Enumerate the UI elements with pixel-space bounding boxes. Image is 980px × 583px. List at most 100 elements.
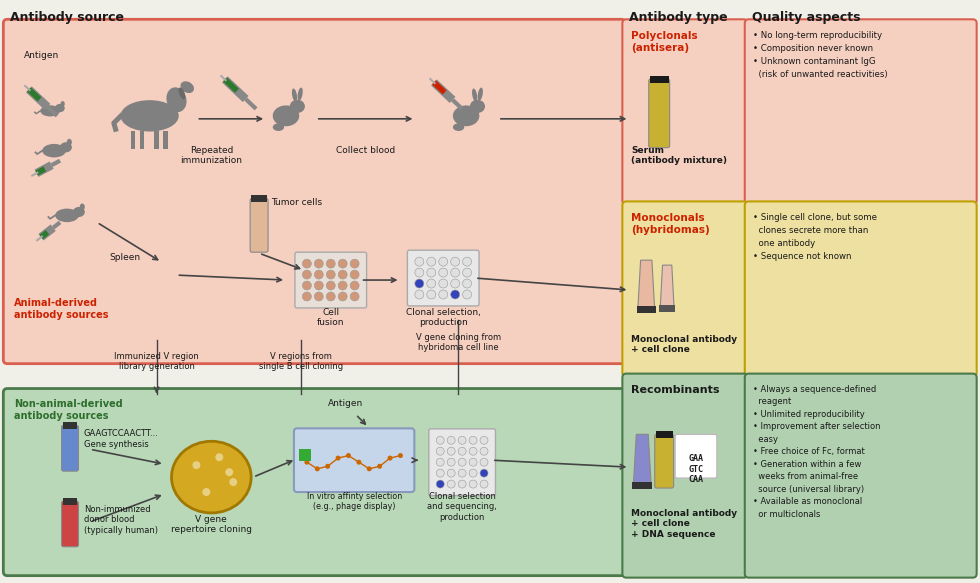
Circle shape [480,458,488,466]
Circle shape [338,281,347,290]
Ellipse shape [292,89,297,101]
Ellipse shape [172,441,251,513]
Text: Monoclonal antibody
+ cell clone: Monoclonal antibody + cell clone [631,335,737,354]
Text: Monoclonals
(hybridomas): Monoclonals (hybridomas) [631,213,710,235]
FancyBboxPatch shape [294,429,415,492]
Circle shape [480,447,488,455]
Circle shape [315,466,319,471]
FancyBboxPatch shape [649,79,669,147]
Circle shape [463,279,471,288]
Circle shape [350,292,359,301]
FancyBboxPatch shape [745,19,977,205]
Circle shape [427,290,436,299]
Circle shape [326,270,335,279]
Text: Polyclonals
(antisera): Polyclonals (antisera) [631,31,698,53]
Polygon shape [661,265,674,309]
Text: Antigen: Antigen [24,51,60,60]
Circle shape [469,469,477,477]
Circle shape [439,257,448,266]
Circle shape [229,478,237,486]
Circle shape [469,436,477,444]
Circle shape [303,292,312,301]
Bar [632,482,653,489]
Circle shape [447,436,455,444]
Ellipse shape [79,203,85,210]
Circle shape [469,458,477,466]
Text: Repeated
immunization: Repeated immunization [180,146,242,165]
Bar [63,422,77,429]
Circle shape [463,268,471,277]
Circle shape [415,290,423,299]
Ellipse shape [472,89,477,101]
Circle shape [436,447,444,455]
Polygon shape [633,434,652,486]
FancyBboxPatch shape [295,252,367,308]
Circle shape [387,455,393,461]
Text: Immunized V region
library generation: Immunized V region library generation [115,352,199,371]
Circle shape [305,459,310,465]
Circle shape [451,279,460,288]
Circle shape [398,453,403,458]
Circle shape [338,259,347,268]
Text: Clonal selection
and sequencing,
production: Clonal selection and sequencing, product… [427,492,497,522]
Circle shape [350,270,359,279]
Text: Antibody type: Antibody type [629,11,728,24]
Circle shape [415,257,423,266]
Ellipse shape [272,106,299,127]
Circle shape [415,279,423,288]
Circle shape [459,436,466,444]
Circle shape [447,458,455,466]
Circle shape [377,464,382,469]
Bar [251,195,268,202]
Circle shape [315,292,323,301]
Text: Antigen: Antigen [328,399,364,409]
Circle shape [326,281,335,290]
FancyBboxPatch shape [745,374,977,578]
Circle shape [459,469,466,477]
Text: Collect blood: Collect blood [336,146,395,154]
Bar [660,305,675,312]
Text: V gene
repertoire cloning: V gene repertoire cloning [171,515,252,535]
Bar [656,431,672,438]
Bar [130,131,135,149]
Bar [154,131,159,149]
Circle shape [447,447,455,455]
Text: • Single cell clone, but some
  clones secrete more than
  one antibody
• Sequen: • Single cell clone, but some clones sec… [753,213,877,261]
Circle shape [338,292,347,301]
Circle shape [415,268,423,277]
Circle shape [427,268,436,277]
Circle shape [315,270,323,279]
Text: Spleen: Spleen [110,253,141,262]
Circle shape [303,270,312,279]
Circle shape [315,259,323,268]
Circle shape [480,436,488,444]
FancyBboxPatch shape [62,501,78,547]
Ellipse shape [167,87,186,112]
Text: In vitro affinty selection
(e.g., phage display): In vitro affinty selection (e.g., phage … [307,492,402,511]
FancyBboxPatch shape [745,202,977,377]
Polygon shape [638,260,655,310]
Circle shape [439,268,448,277]
Circle shape [447,480,455,488]
Ellipse shape [469,100,485,113]
Text: GAA
GTC
CAA: GAA GTC CAA [689,454,704,484]
Ellipse shape [453,124,465,131]
Bar [299,449,311,461]
Ellipse shape [290,100,305,113]
Circle shape [335,455,340,461]
FancyBboxPatch shape [622,202,748,377]
Circle shape [480,480,488,488]
Circle shape [459,480,466,488]
Ellipse shape [42,144,66,157]
Circle shape [436,458,444,466]
Circle shape [303,259,312,268]
Ellipse shape [55,209,78,222]
Ellipse shape [272,124,284,131]
Text: Cell
fusion: Cell fusion [317,308,345,327]
Circle shape [439,290,448,299]
Circle shape [447,469,455,477]
FancyBboxPatch shape [429,429,496,496]
Circle shape [325,464,330,469]
Text: Serum
(antibody mixture): Serum (antibody mixture) [631,146,727,165]
Text: Non-immunized
donor blood
(typically human): Non-immunized donor blood (typically hum… [84,505,158,535]
